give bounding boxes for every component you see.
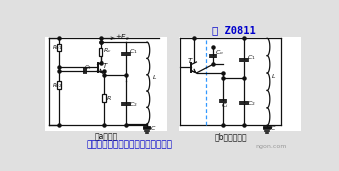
Text: （b）交流通路: （b）交流通路 <box>214 132 247 141</box>
FancyBboxPatch shape <box>99 48 102 56</box>
Text: $R_{b1}$: $R_{b1}$ <box>53 43 63 52</box>
Text: $T$: $T$ <box>186 56 193 65</box>
Text: $C_3$: $C_3$ <box>84 63 92 72</box>
Text: ngon.com: ngon.com <box>256 144 287 149</box>
FancyBboxPatch shape <box>58 81 61 89</box>
Text: $L$: $L$ <box>152 73 157 81</box>
FancyBboxPatch shape <box>45 37 167 131</box>
Text: $C$: $C$ <box>270 124 277 132</box>
Text: $C_i$: $C_i$ <box>221 102 229 110</box>
Text: $C_1$: $C_1$ <box>129 47 138 56</box>
Text: $R_{b2}$: $R_{b2}$ <box>53 81 63 90</box>
Text: $L$: $L$ <box>271 72 276 80</box>
Text: $T$: $T$ <box>102 61 109 70</box>
Text: $R_c$: $R_c$ <box>103 46 112 55</box>
Text: $C_1$: $C_1$ <box>247 53 256 62</box>
Text: （a）电路: （a）电路 <box>94 132 118 141</box>
Text: $C_o$: $C_o$ <box>215 48 224 57</box>
Text: $C_2$: $C_2$ <box>129 100 138 109</box>
Text: $R$: $R$ <box>106 94 112 102</box>
Text: 克拉拨（串联型电容三点式）振荡器: 克拉拨（串联型电容三点式）振荡器 <box>86 141 172 150</box>
FancyBboxPatch shape <box>58 44 61 51</box>
Text: 图 Z0811: 图 Z0811 <box>212 25 256 35</box>
FancyBboxPatch shape <box>102 94 105 102</box>
Text: $C_2$: $C_2$ <box>247 99 256 108</box>
FancyBboxPatch shape <box>179 37 301 131</box>
Text: $+E_c$: $+E_c$ <box>115 33 130 43</box>
Text: $C$: $C$ <box>150 124 156 132</box>
